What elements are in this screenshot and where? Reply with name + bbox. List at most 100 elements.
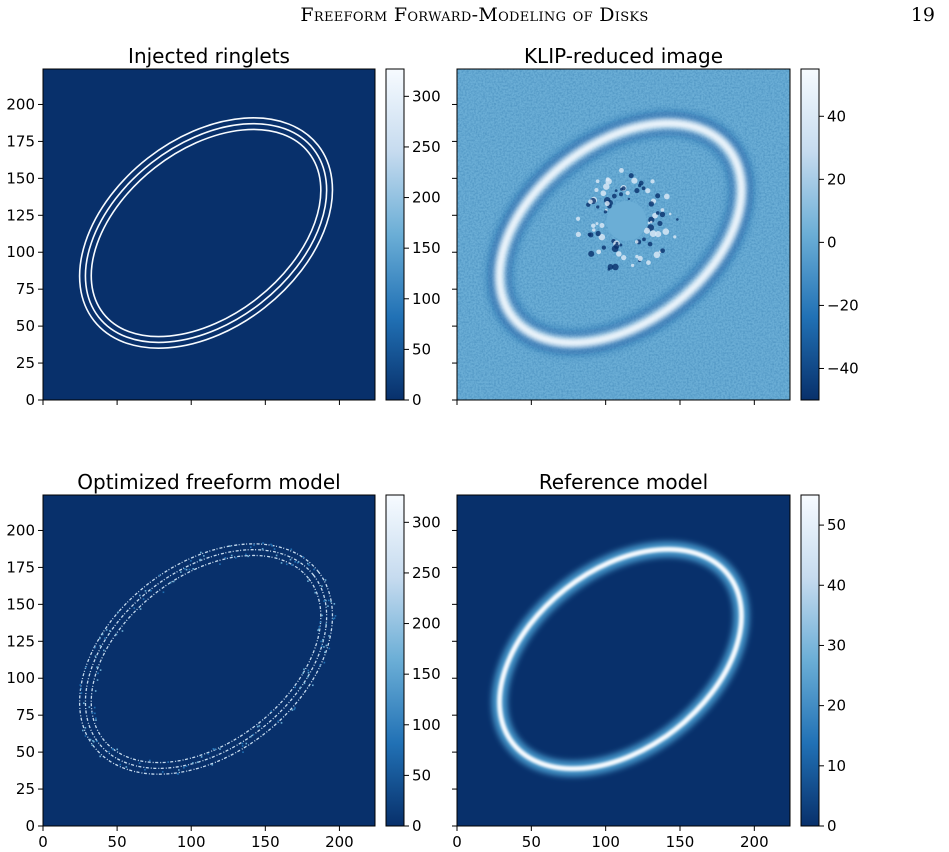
speckle	[628, 173, 634, 179]
model-speckle	[99, 644, 101, 647]
speckle	[619, 167, 624, 173]
model-speckle	[327, 599, 330, 602]
model-speckle	[84, 726, 87, 729]
model-speckle	[192, 568, 194, 570]
model-speckle	[93, 706, 96, 709]
model-speckle	[247, 555, 249, 558]
speckle	[595, 222, 599, 226]
speckle	[646, 260, 651, 265]
model-speckle	[318, 626, 321, 628]
model-speckle	[94, 646, 97, 649]
model-speckle	[94, 712, 96, 715]
model-speckle	[325, 644, 328, 647]
model-speckle	[328, 635, 330, 637]
y-tick-label: 150	[6, 595, 35, 613]
model-speckle	[296, 561, 299, 564]
model-speckle	[327, 605, 329, 607]
speckle	[596, 249, 602, 255]
model-speckle	[320, 640, 322, 643]
model-speckle	[324, 651, 326, 654]
model-speckle	[294, 561, 296, 563]
model-speckle	[111, 747, 114, 750]
model-speckle	[322, 638, 324, 641]
y-tick-label: 75	[16, 706, 35, 724]
y-tick-label: 125	[6, 632, 35, 650]
model-speckle	[172, 580, 175, 583]
speckle	[649, 230, 657, 237]
speckle	[657, 220, 663, 227]
image-content	[491, 541, 750, 777]
image-background	[43, 495, 375, 826]
model-speckle	[320, 645, 323, 647]
colorbar-tick-label: 250	[412, 138, 441, 156]
model-speckle	[84, 735, 87, 737]
speckle	[614, 189, 618, 192]
model-speckle	[188, 568, 191, 571]
panel-3: Reference model 0 50 100 150 200 0 10 20 30 40 50	[452, 470, 846, 851]
x-tick-label: 150	[666, 833, 695, 851]
panel-0: Injected ringlets 0 25 50 75 100 125 150 175 200 0…	[6, 44, 440, 409]
image-content	[457, 69, 790, 400]
colorbar-tick-label: 50	[412, 766, 431, 784]
model-speckle	[333, 617, 336, 619]
speckle	[660, 248, 665, 254]
speckle	[600, 190, 607, 197]
model-speckle	[212, 748, 215, 750]
central-mask	[606, 201, 647, 242]
model-speckle	[199, 558, 202, 561]
speckle	[603, 210, 608, 214]
model-speckle	[285, 563, 288, 566]
speckle	[595, 179, 600, 184]
model-speckle	[214, 748, 216, 751]
speckle	[631, 177, 638, 184]
model-speckle	[219, 563, 221, 565]
model-speckle	[101, 633, 104, 636]
speckle	[612, 263, 619, 271]
model-speckle	[319, 621, 322, 624]
model-speckle	[80, 687, 82, 690]
speckle	[647, 221, 651, 225]
model-speckle	[271, 545, 273, 547]
model-speckle	[99, 669, 102, 671]
model-speckle	[104, 637, 106, 639]
model-speckle	[291, 709, 294, 711]
model-speckle	[200, 756, 203, 758]
speckle	[668, 212, 672, 216]
speckle	[643, 227, 650, 234]
model-speckle	[149, 759, 151, 762]
speckle	[650, 179, 655, 184]
colorbar-tick-label: 250	[412, 564, 441, 582]
speckle	[648, 216, 655, 223]
model-speckle	[293, 708, 296, 711]
colorbar-tick-label: 0	[412, 391, 422, 409]
model-speckle	[323, 600, 325, 602]
model-speckle	[144, 768, 146, 771]
colorbar-tick-label: −20	[827, 296, 859, 314]
model-speckle	[302, 672, 305, 674]
y-tick-label: 25	[16, 354, 35, 372]
y-tick-label: 150	[6, 169, 35, 187]
running-title: Freeform Forward-Modeling of Disks	[300, 4, 649, 26]
model-speckle	[258, 725, 261, 727]
model-speckle	[323, 646, 325, 648]
speckle	[607, 267, 611, 271]
model-speckle	[94, 690, 97, 692]
model-speckle	[92, 740, 94, 742]
colorbar-tick-label: 40	[827, 107, 846, 125]
model-speckle	[303, 682, 306, 685]
model-speckle	[280, 562, 283, 564]
model-speckle	[297, 561, 300, 563]
model-speckle	[119, 763, 122, 766]
colorbar-tick-label: 30	[827, 636, 846, 654]
model-speckle	[242, 751, 244, 753]
model-speckle	[116, 748, 119, 751]
x-tick-label: 50	[108, 833, 127, 851]
model-speckle	[318, 628, 320, 631]
axes-frame	[42, 68, 376, 401]
panel-title: Optimized freeform model	[77, 470, 340, 494]
speckle	[601, 245, 606, 250]
colorbar-tick-label: 150	[412, 239, 441, 257]
speckle	[611, 245, 619, 253]
speckle	[621, 186, 626, 191]
